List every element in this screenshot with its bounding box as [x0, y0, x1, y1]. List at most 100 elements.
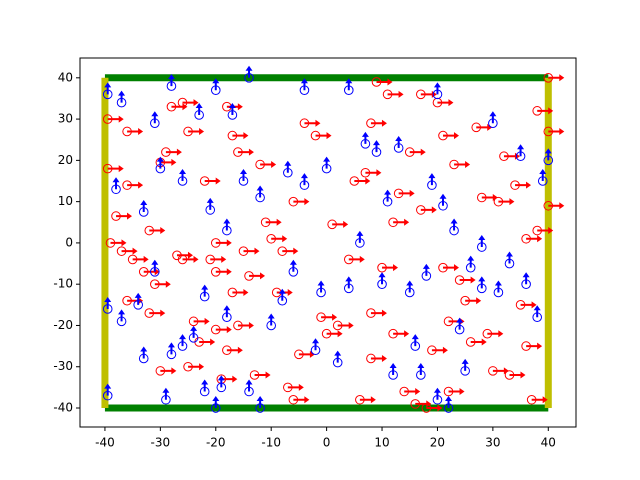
agent — [515, 300, 537, 310]
agent-heading — [260, 160, 277, 168]
agent-heading — [420, 206, 437, 214]
agent — [349, 176, 371, 186]
agent-heading — [445, 396, 453, 409]
agent — [210, 238, 232, 248]
agent-heading — [154, 280, 171, 288]
agent — [199, 284, 210, 302]
agent-heading — [300, 78, 308, 91]
agent — [222, 305, 232, 323]
agent — [476, 235, 487, 252]
agent-heading — [476, 123, 493, 131]
agent-heading — [237, 148, 254, 156]
agent — [105, 238, 127, 248]
agent — [316, 312, 338, 323]
agent-heading — [149, 309, 166, 317]
agent-heading — [478, 276, 486, 289]
x-tick-label: 10 — [374, 436, 389, 450]
agent-heading — [245, 379, 253, 392]
agent — [504, 251, 515, 269]
agent-heading — [334, 350, 342, 363]
agent-heading — [456, 317, 464, 330]
x-tick-label: 0 — [323, 436, 331, 450]
agent — [543, 126, 565, 137]
agent — [266, 233, 288, 244]
agent — [521, 233, 543, 244]
agent — [210, 396, 221, 413]
agent — [233, 320, 254, 331]
agent — [371, 140, 382, 157]
agent — [465, 255, 476, 273]
agent-heading — [345, 276, 353, 289]
agent-heading — [537, 227, 554, 235]
agent-heading — [112, 177, 120, 190]
agent-heading — [450, 218, 458, 231]
agent — [244, 271, 266, 281]
agent — [321, 328, 343, 339]
agent-heading — [332, 220, 349, 228]
agent — [238, 169, 249, 186]
agent — [102, 114, 124, 124]
agent-heading — [206, 197, 214, 210]
agent — [532, 225, 554, 236]
x-tick-label: -20 — [206, 436, 226, 450]
agent — [382, 89, 404, 100]
agent-heading — [160, 158, 177, 166]
agent — [199, 379, 210, 397]
y-tick-label: 40 — [58, 70, 73, 84]
agent-heading — [182, 255, 199, 263]
agent-heading — [195, 102, 203, 115]
agent — [360, 131, 371, 149]
agent — [155, 156, 166, 174]
agent-heading — [232, 132, 249, 140]
agent — [316, 280, 326, 298]
agent-heading — [448, 388, 465, 396]
agent-heading — [265, 218, 282, 226]
agent — [432, 387, 443, 405]
agent — [116, 90, 127, 108]
agent — [355, 230, 365, 248]
agent — [238, 246, 260, 256]
agent-heading — [156, 156, 164, 169]
agent — [299, 173, 310, 190]
agent — [294, 349, 315, 360]
agent-heading — [503, 152, 520, 160]
agent-heading — [489, 111, 497, 124]
agent-heading — [107, 165, 124, 173]
agent — [343, 254, 365, 265]
agent-heading — [223, 305, 231, 318]
agent-heading — [228, 102, 236, 115]
agent — [421, 263, 432, 281]
agent-heading — [223, 218, 231, 231]
agent-heading — [417, 362, 425, 375]
agent-heading — [212, 78, 220, 91]
agent — [222, 218, 232, 236]
agent — [244, 379, 254, 397]
y-tick-label: -20 — [53, 318, 73, 332]
agent-heading — [439, 193, 447, 206]
agent — [255, 159, 277, 170]
agent — [343, 78, 354, 95]
agent — [138, 346, 149, 364]
agent-heading — [167, 74, 175, 87]
agent — [102, 82, 113, 100]
agent — [454, 275, 476, 285]
agent-heading — [544, 148, 552, 161]
agent-heading — [284, 160, 292, 173]
agent — [421, 403, 443, 413]
agent-heading — [382, 264, 399, 272]
agent-heading — [548, 127, 565, 135]
agent-heading — [127, 127, 144, 135]
x-tick-label: -40 — [95, 436, 115, 450]
agent-heading — [118, 309, 126, 322]
agent — [260, 217, 282, 228]
agent — [266, 313, 276, 331]
agent-heading — [492, 367, 509, 375]
agent-heading — [531, 396, 548, 404]
agent-heading — [287, 383, 304, 391]
agent — [443, 386, 465, 397]
agent-heading — [116, 212, 133, 220]
agent-heading — [245, 65, 253, 78]
agent — [299, 78, 310, 95]
agent — [161, 387, 171, 405]
agent-heading — [433, 387, 441, 400]
